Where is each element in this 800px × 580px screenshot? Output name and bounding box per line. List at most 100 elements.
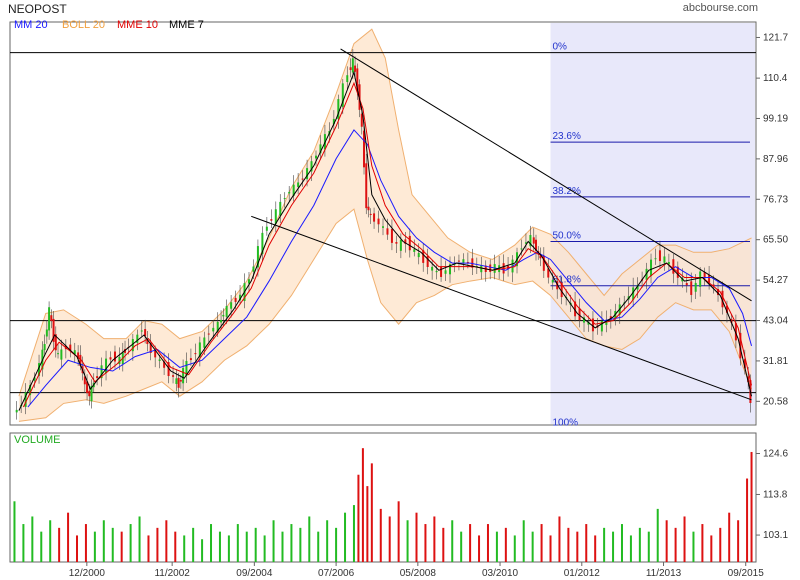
candle-body <box>431 266 434 271</box>
volume-bar <box>156 527 159 562</box>
candle-body <box>386 228 389 235</box>
candle-body <box>33 377 36 381</box>
volume-bar <box>299 527 302 562</box>
volume-bar <box>531 531 534 562</box>
chart-source[interactable]: abcbourse.com <box>682 2 758 14</box>
volume-bar <box>370 463 373 562</box>
volume-bar <box>433 516 436 562</box>
candle-body <box>216 321 219 332</box>
candle-body <box>15 409 18 413</box>
volume-bar <box>665 520 668 562</box>
candle-body <box>239 294 242 301</box>
candle-body <box>346 75 349 83</box>
fibonacci-label-2: 38.2% <box>553 186 581 197</box>
volume-bar <box>558 516 561 562</box>
price-axis-label: 121.7 <box>763 32 788 43</box>
candle-body <box>408 235 411 251</box>
candle-body <box>730 318 733 323</box>
candle-body <box>52 318 55 342</box>
candle-body <box>332 118 335 125</box>
candle-body <box>600 321 603 332</box>
candle-body <box>252 266 255 272</box>
volume-bar <box>746 478 749 562</box>
candle-body <box>365 163 368 209</box>
volume-bar <box>629 535 632 562</box>
candle-body <box>524 242 527 244</box>
volume-bar <box>174 531 177 562</box>
fibonacci-zone <box>550 23 755 424</box>
candle-body <box>310 161 313 172</box>
candle-body <box>417 253 420 258</box>
candle-body <box>105 358 108 374</box>
candle-body <box>444 270 447 274</box>
x-axis-label: 01/2012 <box>564 568 601 579</box>
candle-body <box>654 258 657 260</box>
candle-body <box>261 232 264 255</box>
x-axis-label: 12/2000 <box>69 568 106 579</box>
volume-bar <box>469 524 472 562</box>
volume-bar <box>308 516 311 562</box>
volume-bar <box>683 516 686 562</box>
volume-bar <box>218 531 221 562</box>
price-axis-label: 87.96 <box>763 154 788 165</box>
volume-bar <box>183 535 186 562</box>
candle-body <box>725 305 728 313</box>
candle-body <box>699 271 702 287</box>
volume-bar <box>326 520 329 562</box>
volume-bar <box>236 524 239 562</box>
candle-body <box>658 250 661 262</box>
candle-body <box>650 259 653 277</box>
candle-body <box>146 339 149 345</box>
candle-body <box>131 339 134 352</box>
volume-bar <box>397 501 400 562</box>
candle-body <box>48 307 51 331</box>
candle-body <box>265 226 268 231</box>
candle-body <box>462 259 465 263</box>
x-axis-label: 11/2002 <box>154 568 190 579</box>
volume-bar <box>263 535 266 562</box>
price-axis-label: 54.27 <box>763 275 788 286</box>
candle-body <box>413 249 416 252</box>
candle-body <box>113 351 116 362</box>
candle-body <box>547 268 550 278</box>
candle-body <box>636 284 639 290</box>
candle-body <box>534 239 537 251</box>
candle-body <box>256 246 259 268</box>
candle-body <box>645 268 648 280</box>
candle-body <box>220 319 223 323</box>
volume-bar <box>647 531 650 562</box>
volume-bar <box>111 527 114 562</box>
candle-body <box>457 260 460 262</box>
volume-bar <box>357 474 360 562</box>
candle-body <box>149 342 152 354</box>
candle-body <box>158 359 161 362</box>
volume-bar <box>540 524 543 562</box>
candle-body <box>663 256 666 263</box>
candle-body <box>79 354 82 366</box>
candle-body <box>747 376 750 383</box>
candle-body <box>395 242 398 244</box>
volume-axis-label: 124.6 <box>763 448 788 459</box>
candle-body <box>279 201 282 216</box>
volume-bar <box>603 527 606 562</box>
candle-body <box>341 83 344 107</box>
volume-bar <box>585 524 588 562</box>
candle-body <box>154 349 157 358</box>
candle-body <box>390 228 393 243</box>
volume-bar <box>93 531 96 562</box>
candle-body <box>422 250 425 263</box>
candle-body <box>690 281 693 295</box>
volume-axis-label: 113.8 <box>763 489 788 500</box>
volume-bar <box>272 520 275 562</box>
candle-body <box>96 376 99 379</box>
candle-body <box>591 318 594 332</box>
volume-bar <box>31 516 34 562</box>
volume-bar <box>692 531 695 562</box>
volume-bar <box>165 520 168 562</box>
fibonacci-label-0: 0% <box>553 42 568 53</box>
candle-body <box>38 363 41 376</box>
volume-bar <box>290 524 293 562</box>
volume-bar <box>513 535 516 562</box>
price-axis-label: 43.04 <box>763 316 788 327</box>
volume-bar <box>750 451 753 562</box>
